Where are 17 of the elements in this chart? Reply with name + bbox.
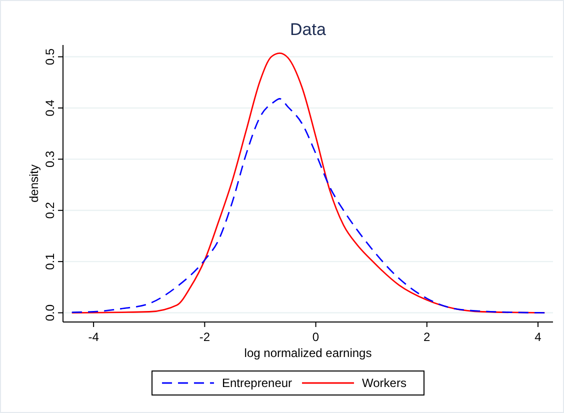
y-tick-label: 0.5 [43,48,57,66]
legend-label: Workers [362,376,406,390]
chart-title: Data [290,20,326,39]
y-axis-title: density [27,164,41,203]
x-tick-label: 2 [424,330,431,344]
y-tick-label: 0.4 [43,99,57,116]
x-axis-title: log normalized earnings [244,346,372,360]
legend-label: Entrepreneur [222,376,292,390]
line-series [71,98,546,314]
x-tick-label: 0 [312,330,320,344]
y-tick-label: 0.1 [43,252,57,270]
y-tick-label: 0.2 [43,202,57,219]
y-tick-label: 0.3 [43,150,57,168]
x-tick-label: 4 [534,330,542,344]
y-tick-label: 0.0 [43,304,57,322]
x-tick-label: -2 [199,330,210,344]
x-tick-label: -4 [88,330,100,344]
